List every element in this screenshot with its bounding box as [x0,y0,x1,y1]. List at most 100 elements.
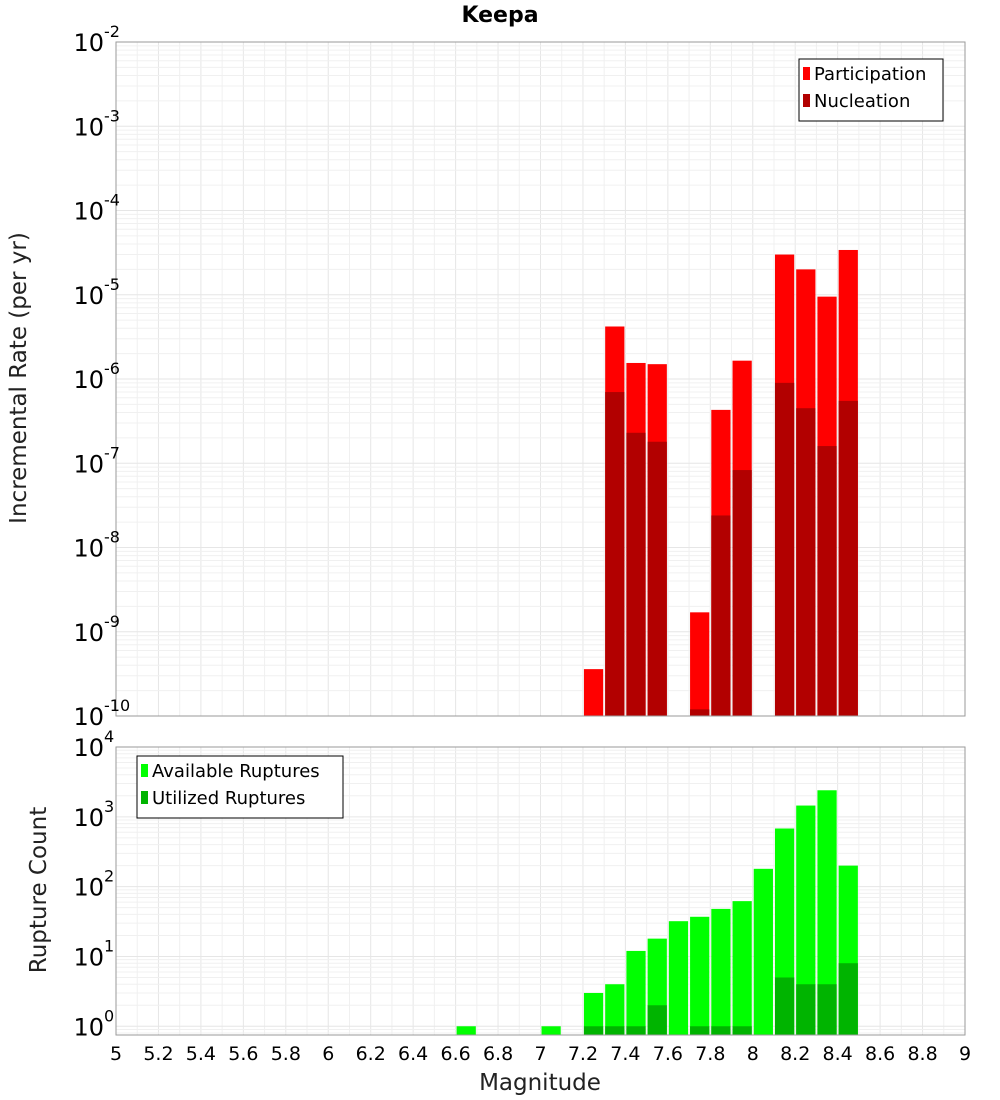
bottom-y-tick-base: 10 [73,804,104,832]
bottom-bar-utilized-ruptures [647,1005,667,1035]
top-y-axis-label: Incremental Rate (per yr) [6,232,32,524]
bottom-y-tick-label: 10 0 [73,1006,114,1041]
top-bar-participation [690,612,710,716]
bottom-bar-utilized-ruptures [774,977,795,1035]
x-tick-label: 5.4 [186,1043,216,1065]
x-tick-label: 6.2 [356,1043,386,1065]
bottom-bar-available-ruptures [711,908,731,1035]
bottom-legend: Available Ruptures Utilized Ruptures [136,755,344,819]
bottom-y-tick-exponent: 1 [104,936,114,955]
bottom-bar-utilized-ruptures [838,963,858,1035]
top-legend-swatch [803,67,810,80]
top-bar-nucleation [796,408,816,716]
top-y-tick-base: 10 [73,450,104,478]
x-tick-label: 5.2 [143,1043,173,1065]
top-y-tick-base: 10 [73,703,104,731]
top-bar-nucleation [605,392,625,716]
top-y-tick-base: 10 [73,29,104,57]
top-plot-frame [115,41,966,717]
x-tick-label: 7 [534,1043,546,1065]
top-y-tick-exponent: -10 [104,696,130,715]
bottom-y-tick-base: 10 [73,874,104,902]
bottom-bar-available-ruptures [817,790,837,1035]
bottom-bar-available-ruptures [690,916,710,1035]
x-tick-label: 6.4 [398,1043,428,1065]
bottom-bar-utilized-ruptures [626,1026,646,1035]
top-bar-nucleation [711,515,731,716]
bottom-y-tick-exponent: 0 [104,1006,114,1025]
x-tick-label: 8.2 [780,1043,810,1065]
bottom-y-tick-base: 10 [73,943,104,971]
x-tick-label: 9 [959,1043,971,1065]
top-bar-nucleation [732,470,752,716]
x-axis-label: Magnitude [479,1070,601,1096]
top-y-tick-label: 10 -7 [73,443,120,478]
bottom-plot-frame [115,746,966,1036]
top-legend-label: Nucleation [814,91,910,112]
top-bar-nucleation [690,709,710,716]
bottom-y-tick-label: 10 2 [73,867,114,902]
top-y-tick-base: 10 [73,619,104,647]
x-tick-label: 6.8 [483,1043,513,1065]
top-bar-nucleation [626,432,646,716]
top-bar-nucleation [817,446,837,716]
bottom-bar-available-ruptures [541,1026,561,1035]
top-y-tick-label: 10 -2 [73,22,120,57]
bottom-y-tick-label: 10 4 [73,727,114,762]
x-tick-label: 7.6 [653,1043,683,1065]
x-tick-label: 8 [747,1043,759,1065]
chart-title: Keepa [461,3,538,28]
bottom-bar-available-ruptures [456,1026,476,1035]
x-tick-label: 7.8 [695,1043,725,1065]
top-y-tick-exponent: -5 [104,275,120,294]
top-y-tick-exponent: -8 [104,528,120,547]
top-y-tick-base: 10 [73,198,104,226]
bottom-bar-available-ruptures [753,868,773,1035]
x-tick-label: 5 [110,1043,122,1065]
bottom-bar-available-ruptures [668,921,689,1035]
bottom-y-tick-exponent: 2 [104,867,114,886]
bottom-bar-available-ruptures [583,992,604,1035]
top-legend-swatch [803,94,810,107]
top-y-tick-label: 10 -5 [73,275,120,310]
top-bar-nucleation [838,400,858,716]
bottom-bar-available-ruptures [796,805,816,1035]
x-tick-label: 8.8 [907,1043,937,1065]
top-y-tick-base: 10 [73,366,104,394]
top-y-tick-exponent: -9 [104,612,120,631]
top-y-tick-label: 10 -9 [73,612,120,647]
bottom-y-tick-base: 10 [73,734,104,762]
top-bar-nucleation [647,441,667,716]
bottom-y-tick-exponent: 3 [104,797,114,816]
bottom-y-axis-label: Rupture Count [26,807,52,973]
bottom-legend-label: Available Ruptures [152,761,320,782]
x-tick-label: 5.8 [271,1043,301,1065]
top-bar-participation [583,669,604,716]
top-y-tick-exponent: -4 [104,191,120,210]
bottom-y-tick-label: 10 1 [73,936,114,971]
x-tick-label: 7.2 [568,1043,598,1065]
x-tick-label: 7.4 [610,1043,640,1065]
x-tick-label: 8.4 [823,1043,853,1065]
bottom-bar-available-ruptures [732,901,752,1035]
bottom-bar-available-ruptures [605,984,625,1035]
bottom-bar-utilized-ruptures [605,1026,625,1035]
bottom-y-tick-base: 10 [73,1013,104,1041]
top-legend-label: Participation [814,64,926,85]
top-y-tick-base: 10 [73,113,104,141]
bottom-bar-utilized-ruptures [711,1026,731,1035]
top-panel: 10-210-310-410-510-610-710-810-910 -10Par… [73,22,966,731]
top-y-tick-exponent: -7 [104,443,120,462]
bottom-legend-label: Utilized Ruptures [152,788,305,809]
top-y-tick-base: 10 [73,535,104,563]
bottom-bar-utilized-ruptures [690,1026,710,1035]
bottom-bar-utilized-ruptures [817,984,837,1035]
bottom-y-tick-label: 10 3 [73,797,114,832]
x-axis-ticks: 5 5.2 5.4 5.6 5.8 6 6.2 6.4 6.6 6.8 7 7.2 7.4 7.6 7.8 8… [110,1043,971,1065]
top-y-tick-exponent: -2 [104,22,120,41]
top-legend: Participation Nucleation [798,58,944,122]
x-tick-label: 5.6 [228,1043,258,1065]
